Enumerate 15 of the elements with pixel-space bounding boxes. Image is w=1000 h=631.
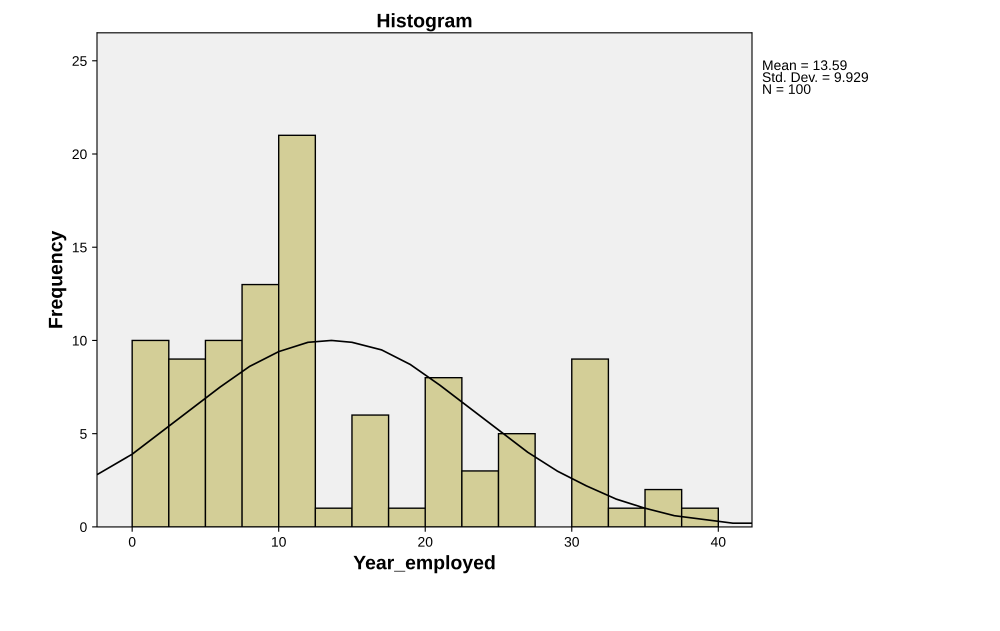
y-tick-label: 15 (72, 242, 87, 252)
x-tick-label: 30 (564, 536, 579, 547)
x-tick-label: 40 (710, 536, 726, 547)
x-axis-title: Year_employed (353, 555, 495, 574)
y-tick-label: 5 (80, 429, 87, 439)
y-tick-label: 0 (80, 522, 87, 532)
y-axis-title: Frequency (48, 230, 66, 328)
y-tick-label: 25 (72, 56, 87, 66)
chart-title: Histogram (378, 13, 472, 32)
y-tick-label: 10 (72, 336, 87, 346)
x-tick-label: 10 (272, 536, 286, 547)
x-tick-label: 20 (418, 536, 432, 547)
x-tick-label: 0 (128, 536, 136, 547)
y-tick-label: 20 (72, 149, 87, 160)
text: Mean = 13.59 Std. Dev. = 9.929 N = 100 (762, 60, 868, 94)
